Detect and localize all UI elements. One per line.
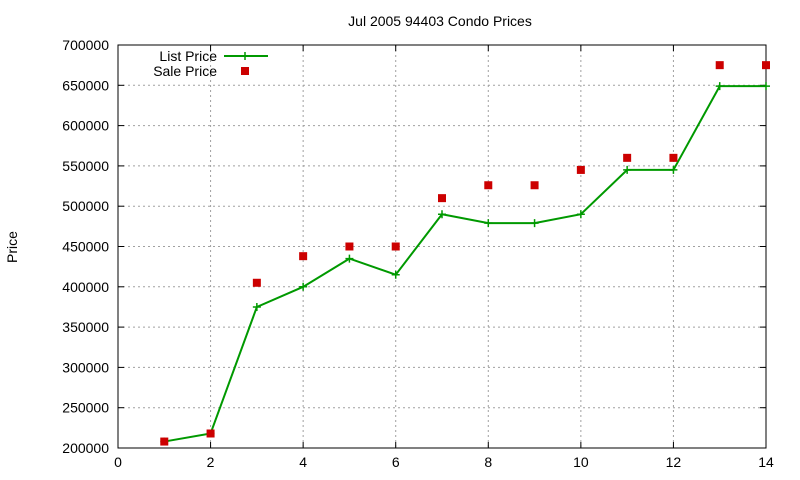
y-tick-label: 550000 [62, 158, 109, 174]
y-tick-label: 350000 [62, 319, 109, 335]
sale-price-point [762, 61, 770, 70]
sale-price-point [299, 252, 308, 261]
y-tick-label: 200000 [62, 440, 109, 456]
grid [118, 45, 766, 448]
list-price-point [252, 302, 261, 311]
sale-price-point [669, 153, 678, 162]
sale-price-point [484, 181, 493, 190]
list-price-point [299, 282, 308, 291]
series-layer [160, 61, 770, 446]
y-tick-label: 300000 [62, 359, 109, 375]
y-tick-label: 400000 [62, 279, 109, 295]
list-price-point [484, 219, 493, 228]
y-tick-label: 500000 [62, 198, 109, 214]
legend-marker-sale-price [241, 67, 249, 75]
sale-price-point [576, 165, 585, 174]
sale-price-point [206, 429, 215, 438]
x-tick-label: 12 [666, 454, 682, 470]
x-tick-label: 0 [114, 454, 122, 470]
list-price-point [391, 270, 400, 279]
sale-price-point [623, 153, 632, 162]
x-tick-label: 6 [392, 454, 400, 470]
list-price-point [576, 210, 585, 219]
sale-price-point [715, 61, 724, 70]
sale-price-point [345, 242, 354, 251]
sale-price-point [160, 437, 169, 446]
legend: List Price Sale Price [153, 48, 268, 79]
plot-border [117, 44, 767, 449]
y-tick-label: 450000 [62, 239, 109, 255]
series-line-list-price [164, 85, 766, 443]
y-tick-label: 600000 [62, 118, 109, 134]
y-axis-label: Price [4, 231, 20, 263]
x-tick-label: 10 [573, 454, 589, 470]
list-price-point [530, 219, 539, 228]
list-price-point [623, 165, 632, 174]
sale-price-point [438, 194, 446, 203]
list-price-point [438, 210, 446, 219]
x-tick-label: 8 [484, 454, 492, 470]
legend-marker-list-price [241, 52, 249, 60]
sale-price-point [530, 181, 539, 190]
list-price-point [345, 254, 354, 263]
y-tick-label: 250000 [62, 400, 109, 416]
sale-price-point [252, 278, 261, 287]
list-price-point [669, 165, 678, 174]
list-price-point [715, 82, 724, 91]
axes: 0 2 4 6 8 10 12 14 200000 250000 300000 350000 40000… [62, 37, 774, 470]
y-tick-label: 650000 [62, 77, 109, 93]
x-tick-label: 14 [758, 454, 774, 470]
x-tick-label: 4 [299, 454, 307, 470]
x-tick-label: 2 [207, 454, 215, 470]
sale-price-point [391, 242, 400, 251]
chart-title: Jul 2005 94403 Condo Prices [348, 13, 532, 29]
y-tick-label: 700000 [62, 37, 109, 53]
legend-label-sale-price: Sale Price [153, 63, 217, 79]
legend-label-list-price: List Price [159, 48, 217, 64]
list-price-point [762, 82, 770, 91]
